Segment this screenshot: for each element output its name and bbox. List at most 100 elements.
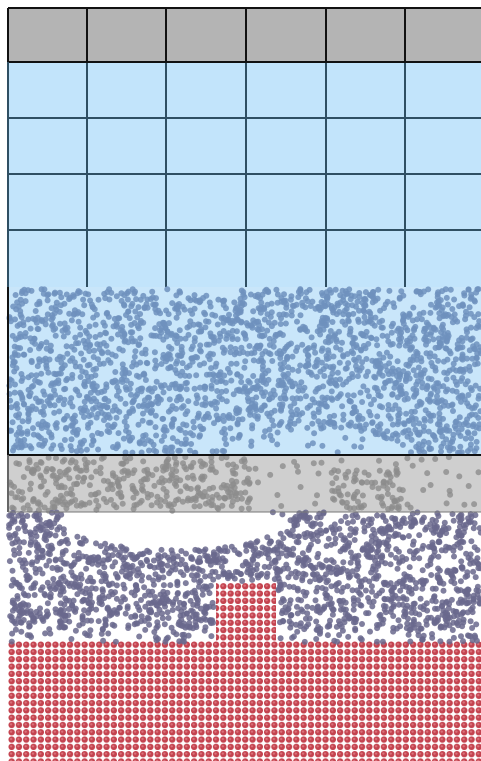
particle [227,425,233,431]
particle [122,586,128,592]
particle [63,426,69,432]
particle [107,415,113,421]
particle [367,629,373,635]
particle [466,555,472,561]
particle [372,315,378,321]
particle [10,568,16,574]
particle [406,632,412,638]
particle [163,358,169,364]
particle [437,405,443,411]
particle [260,372,266,378]
particle [407,431,413,437]
particle [468,538,474,544]
particle [74,432,80,438]
particle [68,395,74,401]
particle [380,639,386,645]
particle [416,365,422,371]
particle [93,607,99,613]
particle [323,403,329,409]
particle [336,632,342,638]
particle [437,340,443,346]
particle [74,503,80,509]
particle [204,342,210,348]
particle [300,550,306,556]
particle [313,636,319,642]
particle [57,592,63,598]
particle [259,333,265,339]
particle [278,635,284,641]
particle [106,582,112,588]
particle [84,447,90,453]
particle [458,433,464,439]
particle [81,597,87,603]
particle [40,571,46,577]
particle [342,435,348,441]
particle [453,379,459,385]
particle [285,574,291,580]
particle [71,607,77,613]
particle [288,552,294,558]
particle [453,426,459,432]
particle [242,459,248,465]
particle [40,552,46,558]
particle [11,484,17,490]
particle [132,621,138,627]
particle [420,637,426,643]
particle [384,547,390,553]
particle [174,580,180,586]
particle [378,554,384,560]
particle [398,326,404,332]
particle [197,362,203,368]
particle [401,609,407,615]
particle [230,436,236,442]
particle [181,601,187,607]
particle [108,290,114,296]
particle [31,468,37,474]
particle [373,573,379,579]
particle [314,386,320,392]
particle [407,564,413,570]
particle [83,370,89,376]
particle [472,520,478,526]
particle [148,402,154,408]
particle [338,607,344,613]
particle [178,548,184,554]
particle [441,370,447,376]
particle [90,367,96,373]
particle [90,437,96,443]
particle [308,303,314,309]
particle [433,586,439,592]
particle [177,448,183,454]
particle [200,592,206,598]
particle [291,459,297,465]
particle [27,443,33,449]
particle [429,631,435,637]
particle [260,545,266,551]
particle [416,420,422,426]
particle [140,418,146,424]
particle [13,413,19,419]
particle [244,478,250,484]
particle [76,319,82,325]
particle [91,554,97,560]
particle [125,625,131,631]
particle [82,341,88,347]
particle [101,571,107,577]
particle [331,607,337,613]
particle [404,621,410,627]
particle [410,542,416,548]
particle [65,540,71,546]
particle [139,483,145,489]
particle [115,491,121,497]
particle [395,358,401,364]
particle [359,621,365,627]
particle [76,622,82,628]
particle [70,292,76,298]
particle [173,406,179,412]
particle [385,299,391,305]
particle [110,470,116,476]
particle [162,621,168,627]
particle [116,483,122,489]
particle [229,494,235,500]
particle [38,521,44,527]
